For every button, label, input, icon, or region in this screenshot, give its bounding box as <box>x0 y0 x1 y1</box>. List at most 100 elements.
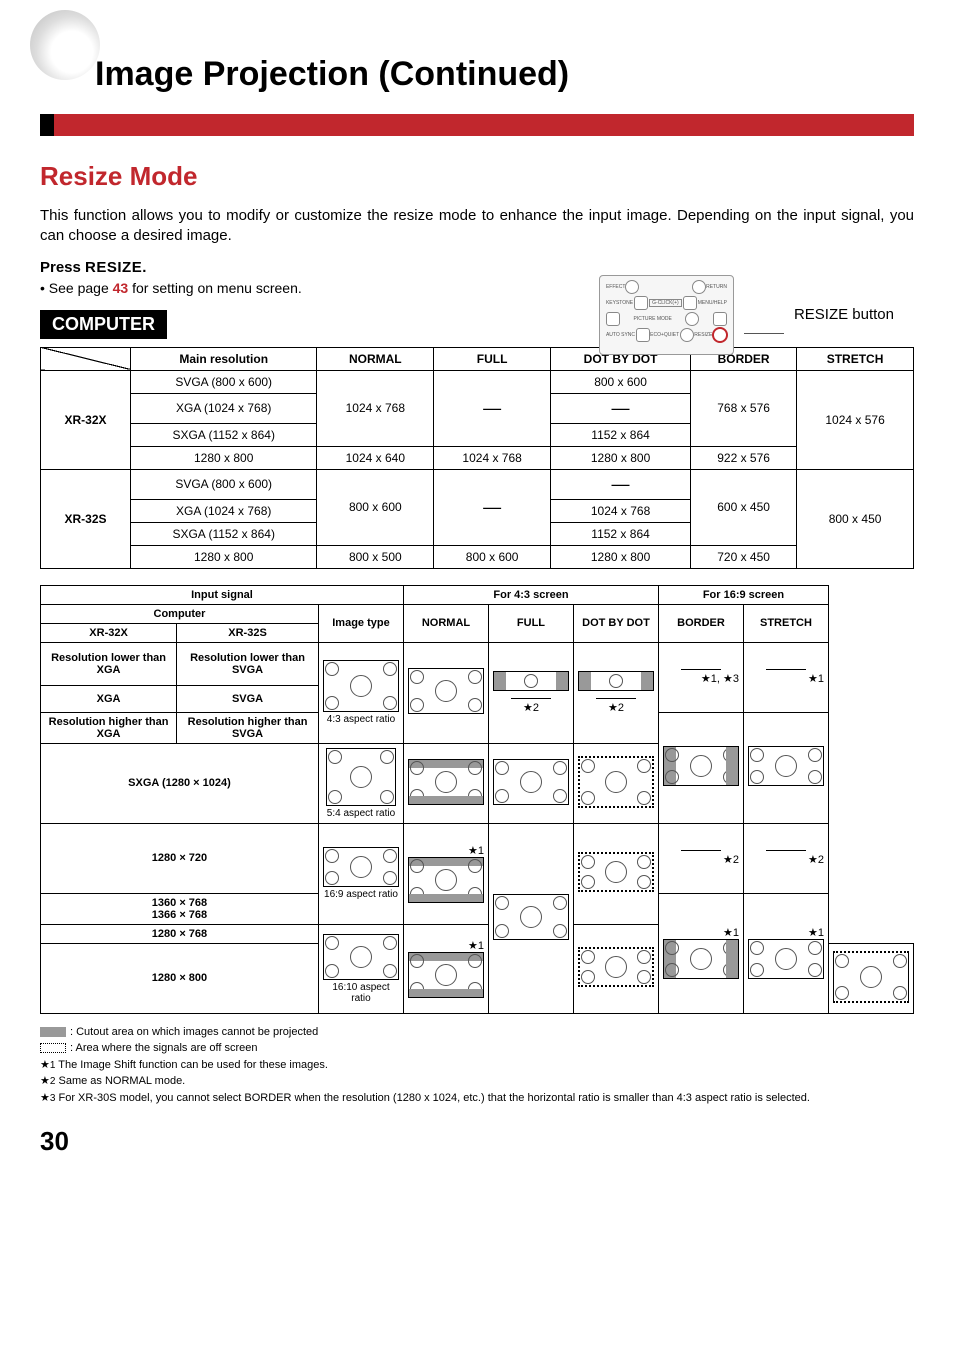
cell: XGA (1024 x 768) <box>131 499 317 522</box>
cell: SVGA (800 x 600) <box>131 469 317 499</box>
lbl: RETURN <box>706 284 727 290</box>
cell <box>573 823 658 924</box>
lbl: AUTO SYNC <box>606 332 635 338</box>
cell: — <box>434 370 551 446</box>
cell: 1280 x 800 <box>131 545 317 568</box>
remote-btn <box>634 296 648 310</box>
cell: — <box>434 469 551 545</box>
cell: 1280 x 800 <box>551 446 691 469</box>
ratio-label: 5:4 aspect ratio <box>323 808 399 819</box>
remote-illustration: EFFECT RETURN KEYSTONE G-CLICK(+) MENU/HELP… <box>599 275 894 355</box>
cell <box>573 924 658 1013</box>
cell <box>658 712 743 823</box>
screen-table: Input signal For 4:3 screen For 16:9 scr… <box>40 585 914 1014</box>
section-heading: Resize Mode <box>40 161 914 192</box>
star: ★ <box>40 1092 50 1104</box>
remote-box: EFFECT RETURN KEYSTONE G-CLICK(+) MENU/HELP… <box>599 275 734 355</box>
hdr: Input signal <box>41 585 404 604</box>
cell <box>828 943 913 1013</box>
cell: Resolution lower than XGA <box>41 642 177 685</box>
cell <box>488 823 573 1013</box>
cell: 1280 x 800 <box>131 446 317 469</box>
ratio-label: 4:3 aspect ratio <box>323 714 399 725</box>
remote-btn <box>685 312 699 326</box>
page-ref-link[interactable]: 43 <box>113 280 129 296</box>
cell: 600 x 450 <box>691 469 797 545</box>
press-line: Press RESIZE. <box>40 259 914 276</box>
star-note: ★1 <box>748 926 824 939</box>
cell: SXGA (1152 x 864) <box>131 423 317 446</box>
swatch-dotted <box>40 1043 66 1053</box>
cell: ★2 <box>488 642 573 743</box>
cell: 1280 × 768 <box>41 924 319 943</box>
cell: ★1 <box>403 924 488 1013</box>
star: ★ <box>40 1075 50 1087</box>
legend-offscreen: : Area where the signals are off screen <box>70 1042 258 1054</box>
footnote-3: For XR-30S model, you cannot select BORD… <box>55 1092 810 1104</box>
sub-bullet: • See page <box>40 280 113 296</box>
press-word: RESIZE <box>85 259 142 276</box>
hdr: Image type <box>318 604 403 642</box>
cell: Resolution lower than SVGA <box>177 642 319 685</box>
resize-button-label: RESIZE button <box>794 305 894 325</box>
hdr: Computer <box>41 604 319 623</box>
star-note: ★1 <box>408 939 484 952</box>
cell: 1280 x 800 <box>551 545 691 568</box>
star-note: ★2 <box>663 853 739 866</box>
star-note: ★1, ★3 <box>663 672 739 685</box>
cell: XGA <box>41 685 177 712</box>
cell: ★2 <box>743 823 828 893</box>
cell: 1152 x 864 <box>551 423 691 446</box>
lbl: MENU/HELP <box>698 300 727 306</box>
cell: 800 x 450 <box>797 469 914 568</box>
cell: ★1 <box>658 893 743 1013</box>
cell <box>573 743 658 823</box>
remote-btn <box>680 328 694 342</box>
cell: 5:4 aspect ratio <box>318 743 403 823</box>
cell: SVGA (800 x 600) <box>131 370 317 393</box>
cell: 1024 x 576 <box>797 370 914 469</box>
lbl: ECO+QUIET <box>650 332 679 338</box>
cell: 1024 x 768 <box>317 370 434 446</box>
cell: SXGA (1152 x 864) <box>131 522 317 545</box>
ratio-label: 16:10 aspect ratio <box>323 982 399 1004</box>
star: ★ <box>40 1059 50 1071</box>
lbl: EFFECT <box>606 284 625 290</box>
lbl: KEYSTONE <box>606 300 633 306</box>
legend: : Cutout area on which images cannot be … <box>40 1024 914 1107</box>
cell: 800 x 600 <box>317 469 434 545</box>
cell: — <box>551 469 691 499</box>
leader-line <box>744 333 784 334</box>
page-title: Image Projection (Continued) <box>95 55 914 94</box>
lbl: RESIZE <box>694 332 712 338</box>
cell: — <box>551 393 691 423</box>
hdr: XR-32X <box>41 623 177 642</box>
cell: XGA (1024 x 768) <box>131 393 317 423</box>
cell: ★2 <box>573 642 658 743</box>
cell: 800 x 600 <box>551 370 691 393</box>
hdr: NORMAL <box>403 604 488 642</box>
sub-after: for setting on menu screen. <box>128 280 302 296</box>
cell: 16:10 aspect ratio <box>318 924 403 1013</box>
diag-header <box>41 347 131 370</box>
cell: 1280 × 720 <box>41 823 319 893</box>
footnote-1: The Image Shift function can be used for… <box>55 1059 328 1071</box>
cell: 16:9 aspect ratio <box>318 823 403 924</box>
cell: 1280 × 800 <box>41 943 319 1013</box>
cell: 800 x 500 <box>317 545 434 568</box>
cell: 1024 x 640 <box>317 446 434 469</box>
cell: ★1 <box>403 823 488 924</box>
cell: 4:3 aspect ratio <box>318 642 403 743</box>
press-suffix: . <box>142 259 146 276</box>
intro-text: This function allows you to modify or cu… <box>40 206 914 247</box>
hdr: STRETCH <box>743 604 828 642</box>
resize-remote-btn <box>713 328 727 342</box>
cell: ★1 <box>743 642 828 712</box>
resolution-table: Main resolution NORMAL FULL DOT BY DOT B… <box>40 347 914 569</box>
cell: ★1 <box>743 893 828 1013</box>
lbl: G-CLICK(+) <box>649 299 682 307</box>
remote-btn <box>683 296 697 310</box>
col-normal: NORMAL <box>317 347 434 370</box>
cell: Resolution higher than XGA <box>41 712 177 743</box>
hdr: For 4:3 screen <box>403 585 658 604</box>
